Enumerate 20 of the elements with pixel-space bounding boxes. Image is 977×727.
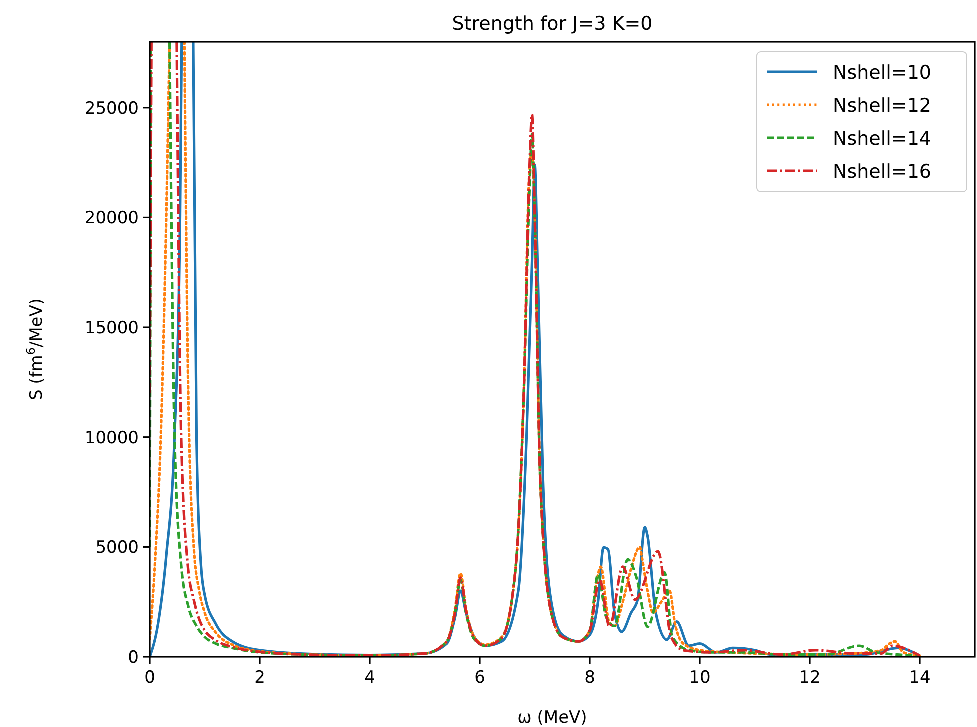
legend-label: Nshell=14 (833, 128, 932, 150)
legend-label: Nshell=12 (833, 95, 932, 117)
x-tick-label: 4 (364, 668, 376, 688)
x-tick-label: 10 (689, 668, 711, 688)
legend-label: Nshell=10 (833, 62, 932, 84)
chart-title: Strength for J=3 K=0 (452, 13, 653, 35)
y-tick-label: 20000 (84, 208, 139, 229)
y-tick-label: 25000 (84, 98, 139, 119)
y-tick-label: 0 (128, 648, 139, 668)
x-axis-title: ω (MeV) (518, 708, 588, 727)
x-tick-label: 2 (254, 668, 266, 688)
y-tick-label: 10000 (84, 428, 139, 448)
y-tick-label: 15000 (84, 318, 139, 339)
x-tick-label: 0 (144, 668, 156, 688)
x-tick-label: 8 (584, 668, 596, 688)
x-tick-label: 14 (909, 668, 931, 688)
y-tick-label: 5000 (96, 538, 139, 558)
legend-label: Nshell=16 (833, 161, 932, 183)
x-tick-label: 12 (799, 668, 821, 688)
x-tick-label: 6 (474, 668, 486, 688)
